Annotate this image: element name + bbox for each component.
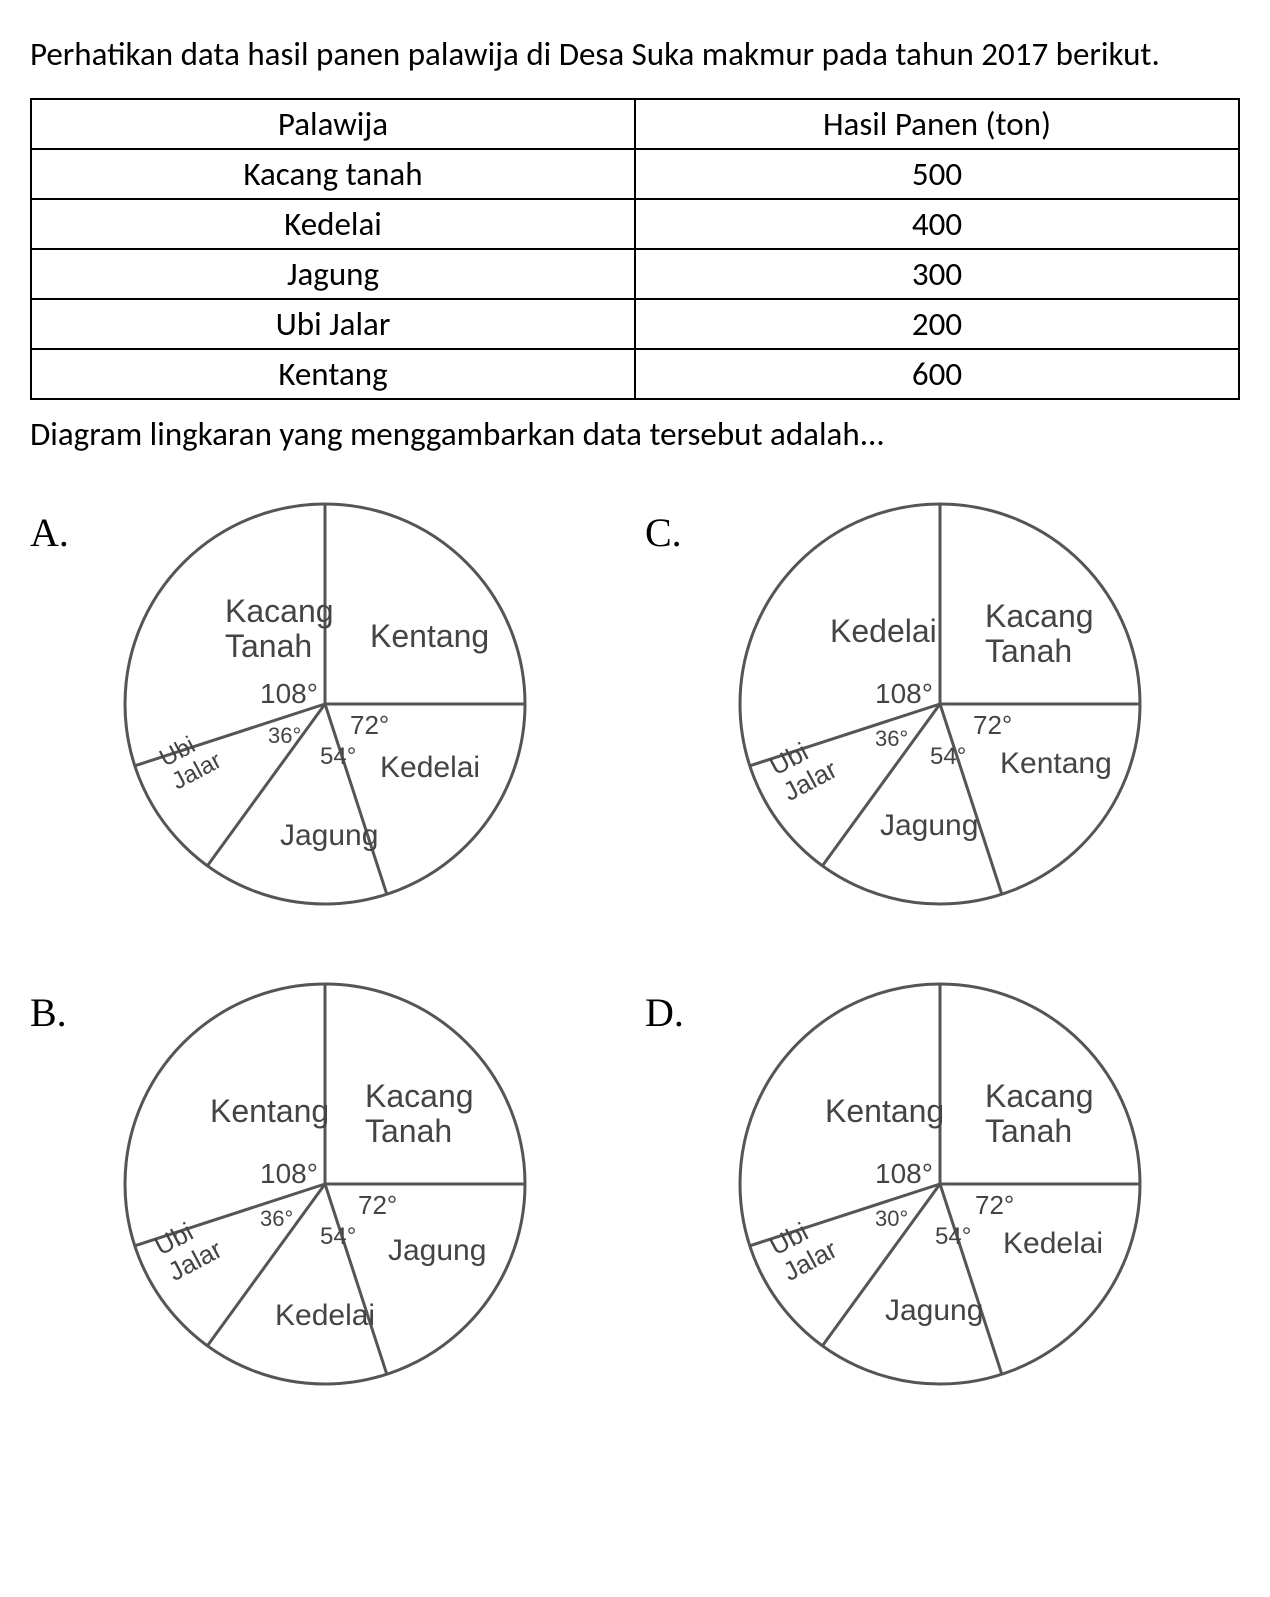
table-row: Jagung 300 bbox=[31, 249, 1239, 299]
cell-value: 300 bbox=[635, 249, 1239, 299]
table-row: Kedelai 400 bbox=[31, 199, 1239, 249]
option-grid: A. KacangTanahKentang108°72°Kedelai54°36… bbox=[30, 489, 1240, 1399]
col-header-palawija: Palawija bbox=[31, 99, 635, 149]
question-intro: Perhatikan data hasil panen palawija di … bbox=[30, 30, 1240, 80]
table-header-row: Palawija Hasil Panen (ton) bbox=[31, 99, 1239, 149]
cell-name: Kacang tanah bbox=[31, 149, 635, 199]
option-c: C. KedelaiKacangTanah108°72°Kentang54°36… bbox=[645, 489, 1240, 919]
table-row: Kacang tanah 500 bbox=[31, 149, 1239, 199]
cell-value: 500 bbox=[635, 149, 1239, 199]
pie-chart-c: KedelaiKacangTanah108°72°Kentang54°36°Ub… bbox=[725, 489, 1155, 919]
option-letter: B. bbox=[30, 969, 110, 1036]
option-letter: C. bbox=[645, 489, 725, 556]
option-a: A. KacangTanahKentang108°72°Kedelai54°36… bbox=[30, 489, 625, 919]
option-letter: A. bbox=[30, 489, 110, 556]
option-b: B. KentangKacangTanah108°72°Jagung54°36°… bbox=[30, 969, 625, 1399]
cell-value: 400 bbox=[635, 199, 1239, 249]
cell-name: Kedelai bbox=[31, 199, 635, 249]
cell-value: 600 bbox=[635, 349, 1239, 399]
table-row: Kentang 600 bbox=[31, 349, 1239, 399]
option-letter: D. bbox=[645, 969, 725, 1036]
cell-name: Jagung bbox=[31, 249, 635, 299]
harvest-table: Palawija Hasil Panen (ton) Kacang tanah … bbox=[30, 98, 1240, 400]
pie-chart-d: KentangKacangTanah108°72°Kedelai54°30°Ub… bbox=[725, 969, 1155, 1399]
question-prompt: Diagram lingkaran yang menggambarkan dat… bbox=[30, 410, 1240, 460]
pie-chart-a: KacangTanahKentang108°72°Kedelai54°36°Ub… bbox=[110, 489, 540, 919]
table-row: Ubi Jalar 200 bbox=[31, 299, 1239, 349]
pie-chart-b: KentangKacangTanah108°72°Jagung54°36°Ubi… bbox=[110, 969, 540, 1399]
cell-name: Ubi Jalar bbox=[31, 299, 635, 349]
option-d: D. KentangKacangTanah108°72°Kedelai54°30… bbox=[645, 969, 1240, 1399]
cell-name: Kentang bbox=[31, 349, 635, 399]
col-header-hasil: Hasil Panen (ton) bbox=[635, 99, 1239, 149]
cell-value: 200 bbox=[635, 299, 1239, 349]
